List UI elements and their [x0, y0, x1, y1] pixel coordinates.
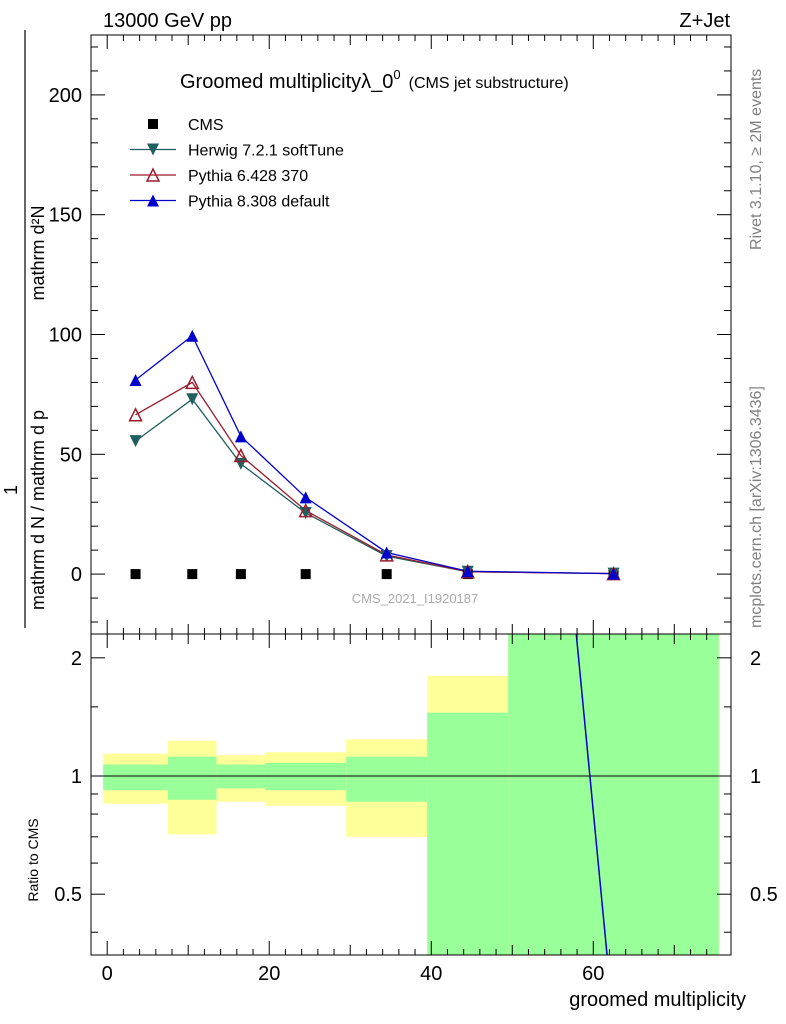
- ratio-frame: [90, 633, 732, 956]
- series-1-point-2: [234, 457, 247, 470]
- main-ylabel: mathrm d²N 1 mathrm d N / mathrm d p: [1, 30, 48, 628]
- ylabel-top: mathrm d²N: [28, 205, 48, 300]
- ratio-stat-band-3: [265, 762, 347, 791]
- series-2-point-0: [128, 407, 143, 422]
- x-axis-label: groomed multiplicity: [569, 989, 746, 1011]
- ratio-lines: [91, 633, 731, 956]
- series-0-point-1: [187, 569, 198, 580]
- legend-marker-0: [148, 119, 158, 129]
- series-1-point-1: [186, 393, 199, 406]
- legend-marker-3: [147, 194, 159, 207]
- ylabel-bottom: mathrm d N / mathrm d p: [28, 410, 48, 610]
- legend-label-2: Pythia 6.428 370: [188, 168, 308, 185]
- ratio-ytick-label-right-2: 2: [750, 648, 761, 670]
- series-line-1: [135, 398, 614, 575]
- legend-label-0: CMS: [188, 117, 224, 134]
- legend: CMS Herwig 7.2.1 softTune Pythia 6.428 370…: [130, 117, 344, 211]
- ratio-ylabel: Ratio to CMS: [25, 818, 41, 901]
- main-ytick-label-0: 0: [71, 564, 82, 586]
- series-1-point-0: [129, 435, 142, 448]
- series-2-point-1: [185, 374, 200, 390]
- series-0-point-2: [235, 569, 246, 580]
- ratio-xtick-label-40: 40: [420, 963, 442, 985]
- legend-marker-1: [147, 143, 159, 156]
- main-title: Groomed multiplicityλ_00(CMS jet substru…: [180, 67, 569, 93]
- series-3-point-2: [234, 430, 247, 443]
- series-3-point-4: [380, 546, 393, 559]
- series-3-point-0: [129, 374, 142, 387]
- ratio-series-line-0: [575, 633, 608, 956]
- ratio-xtick-label-60: 60: [582, 963, 604, 985]
- series-2-point-3: [298, 502, 313, 518]
- header-right: Z+Jet: [679, 10, 730, 32]
- main-ytick-label-100: 100: [49, 325, 82, 347]
- ratio-ytick-label-left-2: 2: [71, 648, 82, 670]
- ratio-bands: [103, 634, 719, 955]
- series-0-point-0: [130, 569, 141, 580]
- legend-marker-2: [145, 167, 161, 182]
- series-3-point-1: [186, 329, 199, 342]
- series-0-point-4: [381, 569, 392, 580]
- analysis-watermark: CMS_2021_I1920187: [352, 591, 479, 606]
- series-3-point-5: [461, 565, 474, 578]
- series-0-point-3: [300, 569, 311, 580]
- header-left: 13000 GeV pp: [103, 10, 232, 32]
- ratio-ytick-label-left-0.5: 0.5: [54, 884, 82, 906]
- axes: 0 50 100 150 200 0 20 40 60 0.5 0.5 1 1 2 2: [49, 34, 778, 985]
- legend-label-1: Herwig 7.2.1 softTune: [188, 143, 344, 160]
- ratio-xtick-label-20: 20: [258, 963, 280, 985]
- main-ytick-label-200: 200: [49, 85, 82, 107]
- ratio-stat-band-0: [103, 764, 168, 791]
- main-ytick-label-50: 50: [60, 444, 82, 466]
- series-3-point-6: [607, 567, 620, 580]
- ratio-stat-band-1: [167, 756, 217, 800]
- main-series: [128, 329, 621, 581]
- main-ytick-label-150: 150: [49, 205, 82, 227]
- main-frame: [90, 34, 732, 635]
- mcplots-label: mcplots.cern.ch [arXiv:1306.3436]: [748, 386, 765, 628]
- ratio-stat-band-4: [346, 756, 428, 802]
- series-line-3: [135, 334, 614, 575]
- ratio-ytick-label-right-1: 1: [750, 766, 761, 788]
- ratio-ytick-label-right-0.5: 0.5: [750, 884, 778, 906]
- ratio-stat-band-6: [508, 634, 719, 955]
- ylabel-one: 1: [1, 485, 21, 495]
- rivet-label: Rivet 3.1.10, ≥ 2M events: [748, 69, 765, 250]
- series-3-point-3: [299, 491, 312, 504]
- ratio-stat-band-5: [427, 712, 509, 955]
- series-2-point-2: [233, 447, 249, 463]
- ratio-xtick-label-0: 0: [102, 963, 113, 985]
- ratio-ytick-label-left-1: 1: [71, 766, 82, 788]
- legend-label-3: Pythia 8.308 default: [188, 194, 330, 211]
